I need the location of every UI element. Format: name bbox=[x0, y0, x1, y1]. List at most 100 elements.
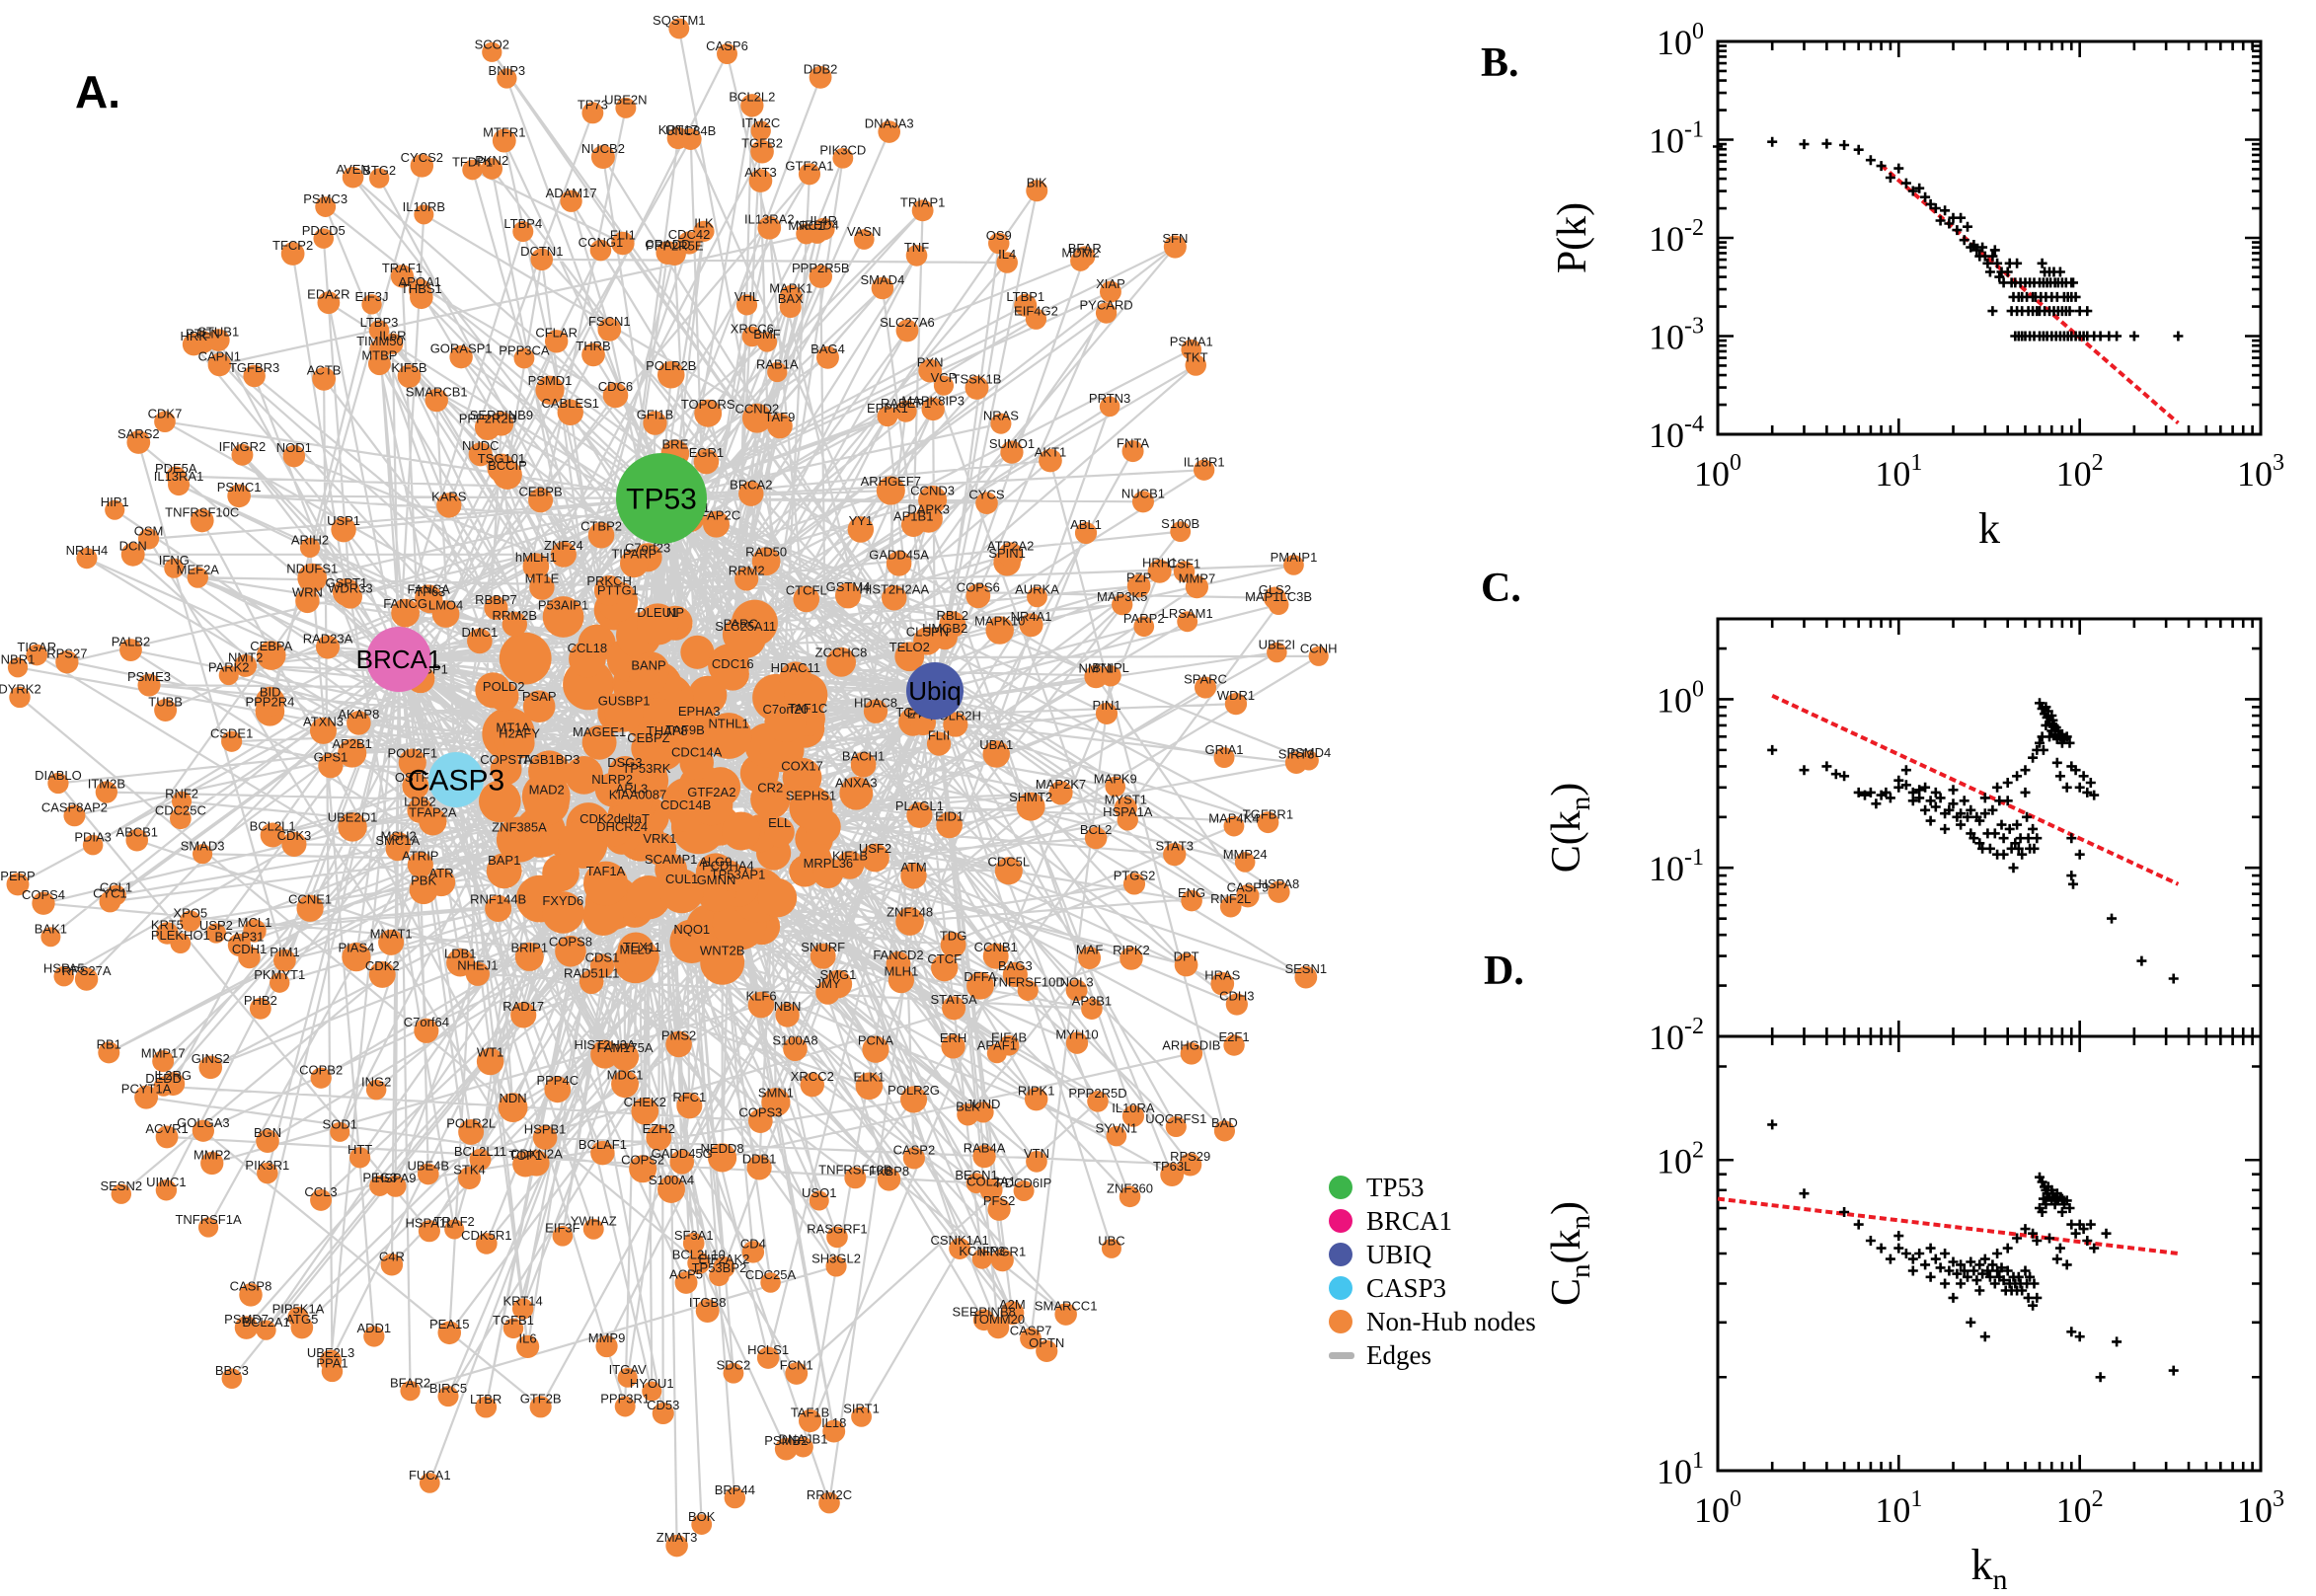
network-node[interactable] bbox=[419, 807, 447, 836]
network-node[interactable] bbox=[119, 639, 142, 661]
network-node[interactable] bbox=[1095, 302, 1118, 324]
network-node[interactable] bbox=[760, 1272, 781, 1293]
network-node[interactable] bbox=[1026, 180, 1048, 202]
network-node[interactable] bbox=[597, 318, 622, 342]
network-node[interactable] bbox=[342, 166, 364, 189]
network-node[interactable] bbox=[668, 18, 690, 39]
network-node[interactable] bbox=[694, 399, 723, 427]
network-node[interactable] bbox=[380, 1254, 404, 1276]
network-node[interactable] bbox=[740, 94, 764, 117]
network-node[interactable] bbox=[906, 801, 933, 828]
network-node[interactable] bbox=[369, 1175, 391, 1196]
network-node[interactable] bbox=[315, 635, 340, 659]
network-node[interactable] bbox=[74, 967, 99, 991]
network-node[interactable] bbox=[590, 1039, 620, 1069]
network-node[interactable] bbox=[1257, 811, 1279, 834]
network-node[interactable] bbox=[674, 1271, 698, 1294]
network-node[interactable] bbox=[198, 1055, 223, 1080]
network-node[interactable] bbox=[642, 1381, 662, 1402]
network-node[interactable] bbox=[1087, 1091, 1109, 1112]
network-node[interactable] bbox=[741, 403, 772, 433]
network-node[interactable] bbox=[1119, 947, 1143, 970]
network-node[interactable] bbox=[164, 558, 185, 578]
network-node[interactable] bbox=[436, 493, 462, 518]
network-node[interactable] bbox=[826, 646, 857, 677]
network-node[interactable] bbox=[682, 1232, 705, 1254]
network-node[interactable] bbox=[705, 713, 752, 759]
network-node[interactable] bbox=[620, 549, 649, 578]
network-node[interactable] bbox=[965, 583, 991, 609]
network-node[interactable] bbox=[550, 541, 577, 568]
network-node[interactable] bbox=[512, 1151, 539, 1178]
network-node[interactable] bbox=[921, 397, 945, 421]
network-node[interactable] bbox=[1224, 692, 1248, 716]
network-node[interactable] bbox=[972, 1309, 995, 1331]
network-node[interactable] bbox=[725, 617, 766, 658]
network-node[interactable] bbox=[1163, 235, 1187, 259]
network-node[interactable] bbox=[789, 855, 821, 887]
network-node[interactable] bbox=[502, 611, 527, 638]
network-node[interactable] bbox=[994, 857, 1023, 885]
network-node[interactable] bbox=[544, 330, 569, 353]
network-node[interactable] bbox=[200, 1151, 224, 1176]
network-node[interactable] bbox=[604, 692, 644, 732]
network-node[interactable] bbox=[425, 388, 448, 413]
network-node[interactable] bbox=[180, 910, 201, 932]
network-node[interactable] bbox=[400, 1381, 421, 1402]
network-node[interactable] bbox=[532, 1125, 558, 1150]
network-node[interactable] bbox=[1000, 1301, 1025, 1326]
network-node[interactable] bbox=[785, 1362, 809, 1385]
network-node[interactable] bbox=[391, 598, 421, 628]
network-node[interactable] bbox=[369, 168, 390, 189]
network-node[interactable] bbox=[569, 640, 606, 678]
network-node[interactable] bbox=[457, 1167, 481, 1190]
network-node[interactable] bbox=[1026, 1151, 1047, 1173]
network-node[interactable] bbox=[1294, 965, 1318, 989]
network-node[interactable] bbox=[826, 1226, 848, 1249]
network-node[interactable] bbox=[1106, 1125, 1127, 1147]
network-node[interactable] bbox=[1170, 521, 1192, 543]
network-node[interactable] bbox=[560, 190, 582, 212]
network-node[interactable] bbox=[582, 894, 624, 936]
network-node[interactable] bbox=[1048, 781, 1073, 805]
network-node[interactable] bbox=[512, 221, 534, 243]
network-node[interactable] bbox=[764, 816, 795, 848]
network-node[interactable] bbox=[835, 582, 862, 609]
network-node[interactable] bbox=[918, 486, 948, 514]
network-node[interactable] bbox=[315, 196, 337, 217]
network-node[interactable] bbox=[475, 1396, 498, 1418]
network-node[interactable] bbox=[809, 265, 833, 288]
network-node[interactable] bbox=[1070, 250, 1091, 271]
network-node[interactable] bbox=[1020, 1328, 1042, 1350]
network-node[interactable] bbox=[822, 1419, 846, 1443]
network-node[interactable] bbox=[1025, 308, 1047, 330]
network-node[interactable] bbox=[408, 278, 431, 302]
network-node[interactable] bbox=[1177, 611, 1198, 633]
network-node[interactable] bbox=[1308, 646, 1329, 666]
network-node[interactable] bbox=[722, 811, 761, 851]
network-node[interactable] bbox=[1165, 1115, 1187, 1138]
network-node[interactable] bbox=[368, 320, 390, 341]
network-node[interactable] bbox=[643, 411, 667, 435]
network-node[interactable] bbox=[1131, 491, 1154, 513]
network-node[interactable] bbox=[756, 332, 778, 352]
network-node[interactable] bbox=[444, 1219, 465, 1240]
network-node[interactable] bbox=[552, 1226, 574, 1247]
network-node[interactable] bbox=[260, 822, 285, 848]
network-node[interactable] bbox=[467, 628, 493, 654]
network-node[interactable] bbox=[1099, 396, 1120, 418]
network-node[interactable] bbox=[972, 1102, 994, 1123]
network-node[interactable] bbox=[611, 231, 635, 256]
network-node[interactable] bbox=[319, 1349, 343, 1372]
network-node[interactable] bbox=[793, 1436, 813, 1458]
network-node[interactable] bbox=[691, 1514, 713, 1535]
network-node[interactable] bbox=[761, 1088, 791, 1117]
network-node[interactable] bbox=[417, 1163, 439, 1185]
network-node[interactable] bbox=[767, 413, 793, 439]
network-node[interactable] bbox=[757, 215, 782, 240]
network-node[interactable] bbox=[1119, 1185, 1141, 1208]
network-node[interactable] bbox=[255, 686, 285, 717]
network-node[interactable] bbox=[82, 834, 104, 856]
network-node[interactable] bbox=[155, 1179, 178, 1201]
network-node[interactable] bbox=[555, 935, 586, 967]
